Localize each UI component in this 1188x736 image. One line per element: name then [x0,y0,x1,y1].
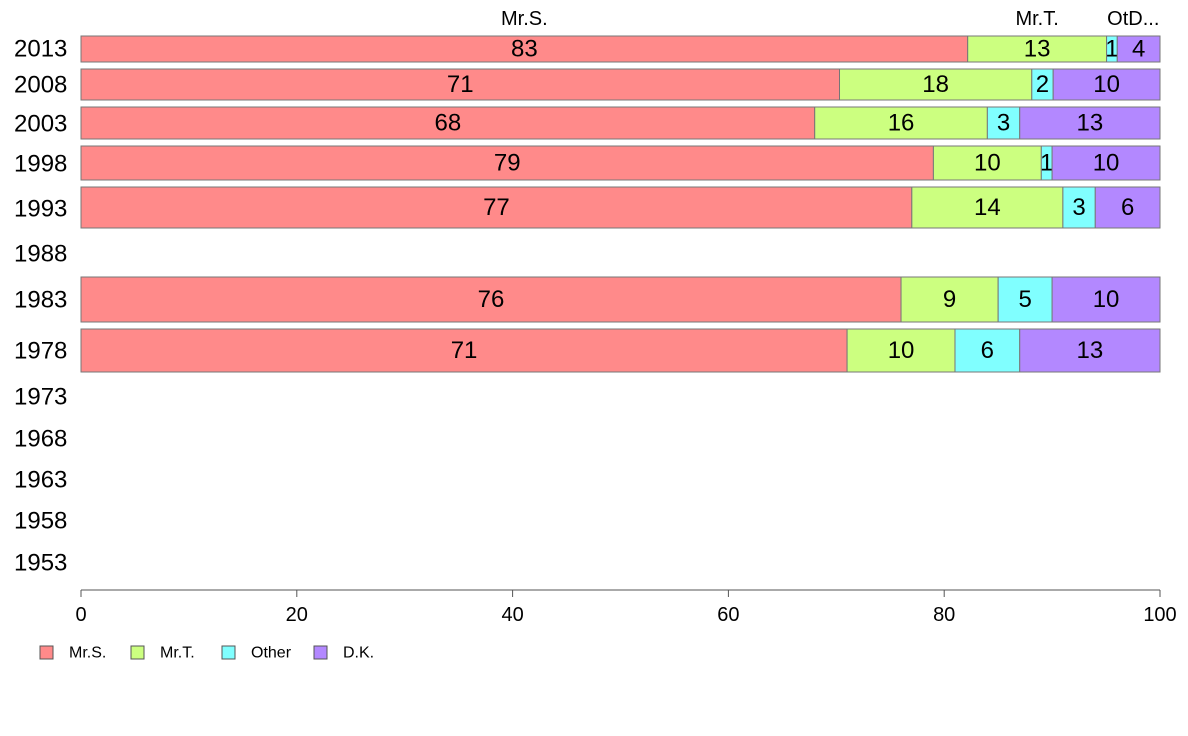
year-label-2013: 2013 [14,36,67,63]
data-label-mrt-2008: 18 [922,71,949,98]
year-label-1993: 1993 [14,196,67,223]
data-label-mrs-1998: 79 [494,150,521,177]
year-label-1998: 1998 [14,151,67,178]
data-label-dk-2003: 13 [1077,110,1104,137]
bar-dk-1983 [1051,276,1161,323]
data-label-other-2003: 3 [997,110,1010,137]
data-label-mrt-2003: 16 [888,110,915,137]
year-label-1988: 1988 [14,241,67,268]
data-label-dk-2013: 4 [1132,36,1145,63]
year-label-1978: 1978 [14,338,67,365]
bar-mrs-1998 [80,145,934,181]
bar-dk-2008 [1052,68,1161,101]
bar-mrt-1978 [846,328,956,373]
data-label-mrs-2008: 71 [447,71,474,98]
data-label-mrt-1998: 10 [974,150,1001,177]
x-tick-label-20: 20 [286,604,308,626]
legend-swatch-mrs [39,645,54,660]
legend-label-dk: D.K. [343,645,374,662]
year-label-1953: 1953 [14,550,67,577]
bar-mrt-2008 [839,68,1033,101]
bar-mrs-1978 [80,328,848,373]
year-label-2003: 2003 [14,111,67,138]
data-label-mrs-2003: 68 [435,110,462,137]
data-label-other-1978: 6 [981,337,994,364]
year-label-1958: 1958 [14,508,67,535]
year-label-1973: 1973 [14,384,67,411]
data-label-mrs-1978: 71 [451,337,478,364]
data-label-dk-1978: 13 [1077,337,1104,364]
year-label-2008: 2008 [14,72,67,99]
bar-mrs-2013 [80,35,969,63]
bar-mrs-1993 [80,186,913,229]
data-label-dk-1998: 10 [1093,150,1120,177]
bar-mrt-2013 [967,35,1108,63]
data-label-mrt-1983: 9 [943,286,956,313]
data-label-other-1983: 5 [1018,286,1031,313]
bar-dk-1998 [1051,145,1161,181]
data-label-other-1993: 3 [1072,194,1085,221]
legend-swatch-mrt [130,645,145,660]
top-series-label-1: Mr.T. [1015,8,1058,30]
data-label-mrt-2013: 13 [1024,36,1051,63]
data-label-dk-1993: 6 [1121,194,1134,221]
legend-swatch-other [221,645,236,660]
year-label-1983: 1983 [14,287,67,314]
data-label-other-2013: 1 [1105,36,1118,63]
bar-mrt-1993 [911,186,1064,229]
legend-label-mrt: Mr.T. [160,645,195,662]
year-label-1968: 1968 [14,426,67,453]
bar-dk-1993 [1094,186,1161,229]
bar-dk-1978 [1019,328,1161,373]
bar-other-1983 [997,276,1053,323]
data-label-mrs-1993: 77 [483,194,510,221]
x-tick-label-0: 0 [75,604,86,626]
data-label-other-2008: 2 [1036,71,1049,98]
bar-dk-2013 [1116,35,1161,63]
bar-mrt-1998 [932,145,1042,181]
top-series-label-2: OtD... [1107,8,1159,30]
data-label-dk-1983: 10 [1093,286,1120,313]
bar-dk-2003 [1019,106,1161,140]
data-label-mrs-2013: 83 [511,36,538,63]
bar-mrt-1983 [900,276,999,323]
x-tick-label-100: 100 [1143,604,1176,626]
legend-label-mrs: Mr.S. [69,645,106,662]
data-label-other-1998: 1 [1040,150,1053,177]
x-tick-label-60: 60 [717,604,739,626]
bar-mrs-2003 [80,106,816,140]
legend-label-other: Other [251,645,292,662]
top-series-label-0: Mr.S. [501,8,548,30]
data-label-dk-2008: 10 [1093,71,1120,98]
bar-other-1993 [1062,186,1096,229]
data-label-mrt-1978: 10 [888,337,915,364]
legend-swatch-dk [313,645,328,660]
x-tick-label-80: 80 [933,604,955,626]
bar-mrt-2003 [814,106,988,140]
data-label-mrt-1993: 14 [974,194,1001,221]
x-tick-label-40: 40 [501,604,523,626]
data-label-mrs-1983: 76 [478,286,505,313]
year-label-1963: 1963 [14,467,67,494]
